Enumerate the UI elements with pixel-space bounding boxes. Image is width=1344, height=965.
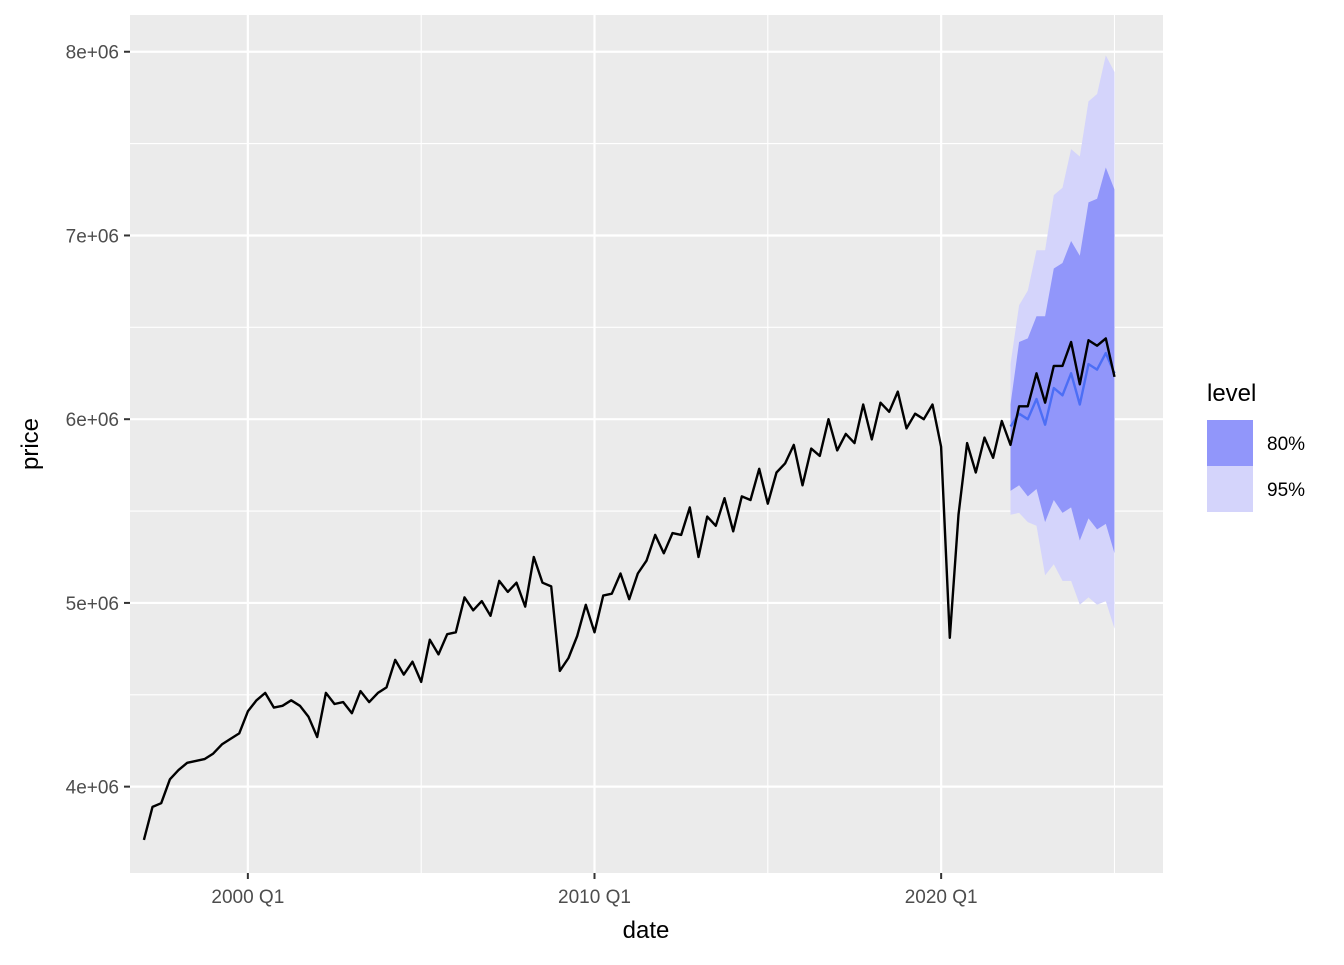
y-tick-label: 6e+06 [66,410,119,431]
x-axis: 2000 Q1 2010 Q1 2020 Q1 [211,873,978,908]
forecast-line [1009,351,1116,428]
plot-panel [130,15,1163,873]
observed-line [142,337,1116,841]
legend-title: level [1207,380,1256,407]
x-tick-label: 2010 Q1 [558,887,631,908]
legend-key [1207,466,1253,512]
x-tick-label: 2000 Q1 [211,887,284,908]
y-tick-label: 5e+06 [66,594,119,615]
band-80 [1010,167,1115,554]
x-tick-label: 2020 Q1 [905,887,978,908]
legend-key [1207,420,1253,466]
series-lines [142,337,1116,841]
prediction-intervals [1010,55,1115,629]
y-tick-label: 4e+06 [66,778,119,799]
y-axis-title: price [17,418,44,470]
legend: level 80% 95% [1207,380,1305,512]
legend-label: 95% [1267,480,1305,501]
y-tick-label: 8e+06 [66,43,119,64]
y-axis: 4e+06 5e+06 6e+06 7e+06 8e+06 [66,43,130,799]
legend-label: 80% [1267,434,1305,455]
x-axis-title: date [623,917,670,944]
y-tick-label: 7e+06 [66,226,119,247]
